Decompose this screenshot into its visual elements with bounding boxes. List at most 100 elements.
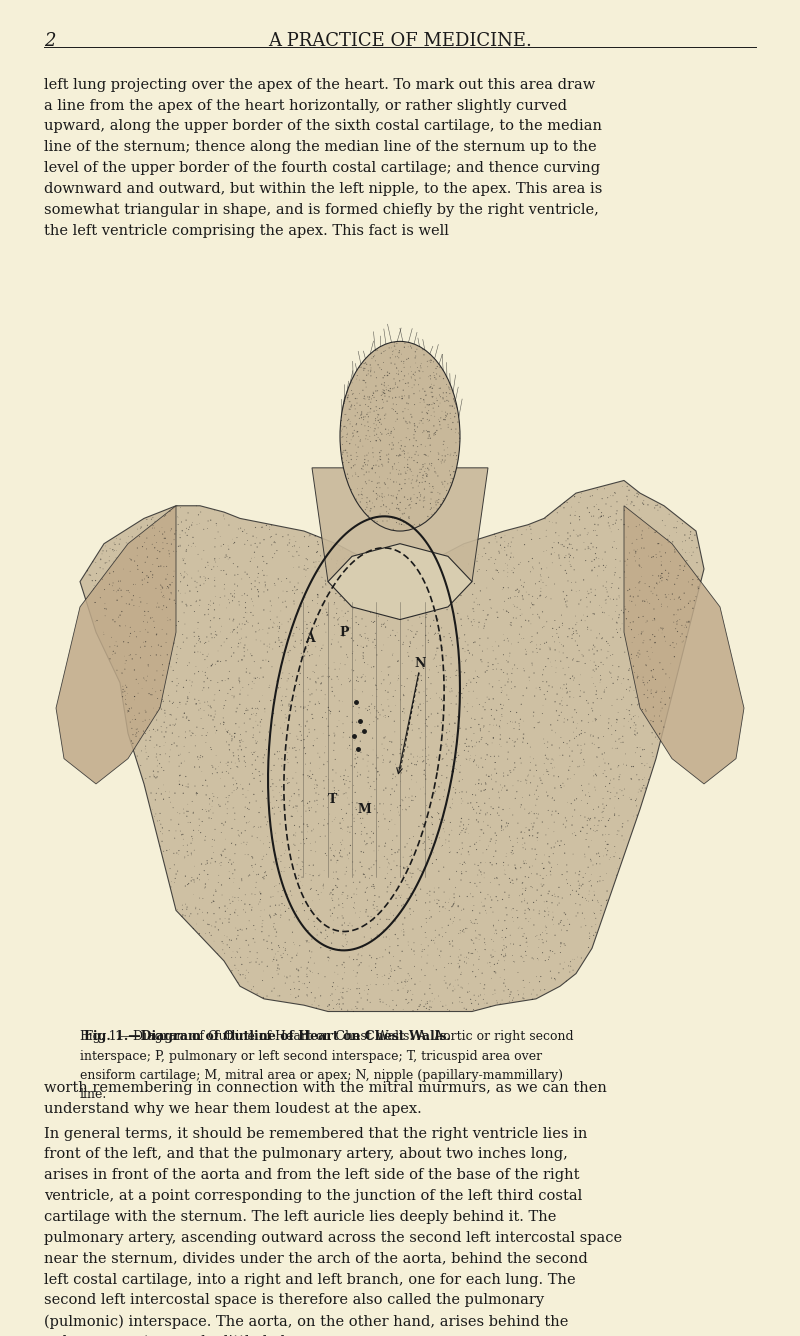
Point (437, 490, 450, 512)
Point (640, 589, 653, 611)
Point (667, 612, 680, 633)
Point (582, 807, 594, 828)
Point (138, 700, 151, 721)
Point (521, 892, 534, 914)
Point (170, 593, 182, 615)
Point (670, 521, 682, 542)
Point (362, 772, 374, 794)
Point (454, 608, 467, 629)
Point (203, 794, 216, 815)
Point (514, 715, 526, 736)
Point (318, 808, 331, 830)
Point (345, 445, 358, 466)
Point (294, 647, 307, 668)
Point (192, 612, 205, 633)
Point (549, 691, 562, 712)
Point (490, 962, 502, 983)
Point (390, 401, 402, 422)
Point (397, 847, 410, 868)
Point (434, 418, 447, 440)
Point (646, 624, 659, 645)
Point (410, 621, 423, 643)
Point (405, 883, 418, 904)
Point (388, 377, 401, 398)
Point (201, 518, 214, 540)
Point (434, 378, 447, 399)
Point (282, 705, 295, 727)
Point (355, 856, 368, 878)
Point (407, 424, 420, 445)
Point (150, 701, 163, 723)
Point (452, 896, 465, 918)
Point (554, 942, 567, 963)
Point (440, 480, 453, 501)
Point (481, 639, 494, 660)
Point (428, 933, 441, 954)
Point (246, 616, 259, 637)
Point (557, 643, 570, 664)
Point (642, 517, 655, 538)
Point (312, 963, 325, 985)
Point (515, 822, 528, 843)
Point (426, 576, 439, 597)
Point (302, 641, 314, 663)
Point (508, 655, 521, 676)
Point (580, 828, 593, 850)
Point (281, 748, 294, 770)
Point (221, 934, 234, 955)
Point (222, 514, 235, 536)
Point (419, 436, 432, 457)
Point (591, 688, 604, 709)
Point (475, 727, 488, 748)
Point (174, 497, 187, 518)
Point (380, 994, 393, 1015)
Point (440, 374, 453, 395)
Point (544, 637, 557, 659)
Point (606, 627, 619, 648)
Point (587, 799, 600, 820)
Point (224, 758, 237, 779)
Point (414, 489, 426, 510)
Point (234, 517, 247, 538)
Point (186, 830, 199, 851)
Point (124, 549, 137, 570)
Point (226, 529, 238, 550)
Point (339, 759, 352, 780)
Point (570, 612, 583, 633)
Point (386, 810, 398, 831)
Point (517, 926, 530, 947)
Point (646, 641, 659, 663)
Point (548, 836, 561, 858)
Point (430, 556, 443, 577)
Point (430, 683, 442, 704)
Point (473, 667, 486, 688)
Point (315, 922, 328, 943)
Point (631, 665, 644, 687)
Point (158, 587, 170, 608)
Point (162, 607, 174, 628)
Point (445, 653, 458, 675)
Point (430, 656, 443, 677)
Point (633, 693, 646, 715)
Point (474, 902, 486, 923)
Point (370, 367, 383, 389)
Point (234, 680, 246, 701)
Point (344, 391, 357, 413)
Point (336, 883, 349, 904)
Point (682, 612, 695, 633)
Point (338, 951, 350, 973)
Point (577, 645, 590, 667)
Point (686, 574, 698, 596)
Point (355, 945, 368, 966)
Point (546, 537, 558, 558)
Point (258, 868, 270, 890)
Point (231, 616, 244, 637)
Point (449, 588, 462, 609)
Point (610, 549, 622, 570)
Point (338, 415, 351, 437)
Point (367, 771, 380, 792)
Point (462, 918, 474, 939)
Point (613, 604, 626, 625)
Point (369, 418, 382, 440)
Point (449, 544, 462, 565)
